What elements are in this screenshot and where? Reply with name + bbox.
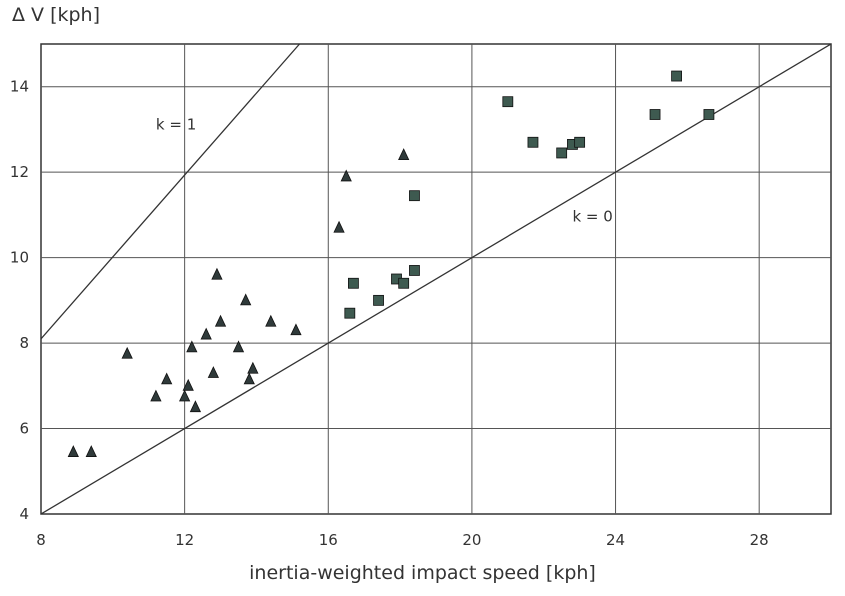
triangle-point: [67, 445, 79, 457]
square-point: [556, 147, 568, 159]
triangle-point: [240, 293, 252, 306]
triangle-point: [211, 267, 223, 280]
x-tick-label: 12: [175, 531, 194, 549]
k1-line: [41, 44, 301, 340]
triangle-point: [340, 169, 352, 182]
square-point: [409, 265, 420, 276]
x-tick-label: 28: [750, 531, 769, 549]
triangle-point: [232, 340, 245, 353]
triangle-point: [265, 314, 277, 327]
k0-line: [41, 44, 831, 514]
x-tick-label: 24: [606, 531, 625, 549]
square-point: [574, 136, 586, 148]
triangle-point: [290, 323, 302, 336]
square-point: [348, 277, 359, 289]
triangle-point: [200, 327, 212, 340]
x-tick-label: 8: [36, 531, 46, 549]
square-point: [344, 307, 356, 319]
triangle-point: [333, 220, 345, 233]
y-axis-label: Δ V [kph]: [12, 4, 101, 26]
grid: [41, 44, 831, 514]
triangle-point: [85, 445, 97, 457]
triangle-point: [207, 366, 219, 378]
annotations: k = 1 k = 0: [156, 115, 613, 225]
y-tick-label: 6: [19, 420, 29, 438]
x-axis-label: inertia-weighted impact speed [kph]: [249, 562, 596, 584]
square-point: [649, 109, 661, 120]
triangle-point: [179, 389, 191, 402]
y-tick-label: 12: [10, 163, 29, 181]
data-points: [67, 70, 715, 457]
square-point: [373, 294, 384, 306]
y-tick-label: 10: [10, 249, 29, 267]
square-point: [502, 96, 514, 108]
square-point: [409, 190, 420, 202]
y-tick-label: 8: [19, 334, 29, 352]
x-tick-label: 20: [462, 531, 481, 549]
triangle-point: [150, 389, 162, 402]
k1-label: k = 1: [156, 115, 196, 133]
reference-lines: [41, 44, 831, 514]
triangle-point: [161, 372, 173, 385]
square-point: [671, 70, 682, 82]
square-point: [703, 109, 715, 120]
triangle-point: [243, 372, 255, 385]
tick-labels: 8 12 16 20 24 28 4 6 8 10 12 14: [10, 78, 769, 549]
triangle-point: [189, 400, 202, 413]
y-tick-label: 4: [19, 505, 29, 523]
square-point: [398, 277, 410, 289]
triangle-point: [247, 361, 259, 374]
square-point: [527, 136, 539, 148]
triangle-point: [182, 378, 194, 391]
y-tick-label: 14: [10, 78, 29, 96]
triangle-point: [398, 148, 410, 160]
x-tick-label: 16: [319, 531, 338, 549]
triangle-point: [214, 314, 227, 327]
triangle-point: [121, 346, 133, 359]
k0-label: k = 0: [572, 207, 612, 225]
triangle-point: [186, 340, 198, 353]
